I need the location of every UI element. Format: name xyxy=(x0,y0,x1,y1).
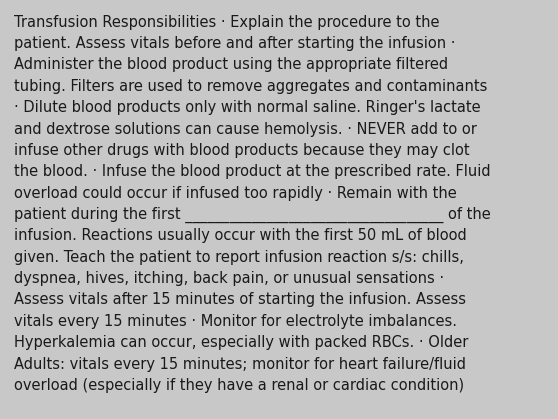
Text: Administer the blood product using the appropriate filtered: Administer the blood product using the a… xyxy=(14,57,448,72)
Text: Adults: vitals every 15 minutes; monitor for heart failure/fluid: Adults: vitals every 15 minutes; monitor… xyxy=(14,357,466,372)
Text: infusion. Reactions usually occur with the first 50 mL of blood: infusion. Reactions usually occur with t… xyxy=(14,228,466,243)
Text: · Dilute blood products only with normal saline. Ringer's lactate: · Dilute blood products only with normal… xyxy=(14,100,480,115)
Text: dyspnea, hives, itching, back pain, or unusual sensations ·: dyspnea, hives, itching, back pain, or u… xyxy=(14,271,444,286)
Text: tubing. Filters are used to remove aggregates and contaminants: tubing. Filters are used to remove aggre… xyxy=(14,79,487,94)
Text: and dextrose solutions can cause hemolysis. · NEVER add to or: and dextrose solutions can cause hemolys… xyxy=(14,122,477,137)
Text: the blood. · Infuse the blood product at the prescribed rate. Fluid: the blood. · Infuse the blood product at… xyxy=(14,164,490,179)
Text: Hyperkalemia can occur, especially with packed RBCs. · Older: Hyperkalemia can occur, especially with … xyxy=(14,335,468,350)
Text: vitals every 15 minutes · Monitor for electrolyte imbalances.: vitals every 15 minutes · Monitor for el… xyxy=(14,314,457,329)
Text: patient. Assess vitals before and after starting the infusion ·: patient. Assess vitals before and after … xyxy=(14,36,455,51)
Text: overload (especially if they have a renal or cardiac condition): overload (especially if they have a rena… xyxy=(14,378,464,393)
Text: given. Teach the patient to report infusion reaction s/s: chills,: given. Teach the patient to report infus… xyxy=(14,250,464,265)
Text: Transfusion Responsibilities · Explain the procedure to the: Transfusion Responsibilities · Explain t… xyxy=(14,15,440,30)
Text: Assess vitals after 15 minutes of starting the infusion. Assess: Assess vitals after 15 minutes of starti… xyxy=(14,292,466,308)
Text: overload could occur if infused too rapidly · Remain with the: overload could occur if infused too rapi… xyxy=(14,186,456,201)
Text: patient during the first ___________________________________ of the: patient during the first _______________… xyxy=(14,207,490,223)
Text: infuse other drugs with blood products because they may clot: infuse other drugs with blood products b… xyxy=(14,143,470,158)
